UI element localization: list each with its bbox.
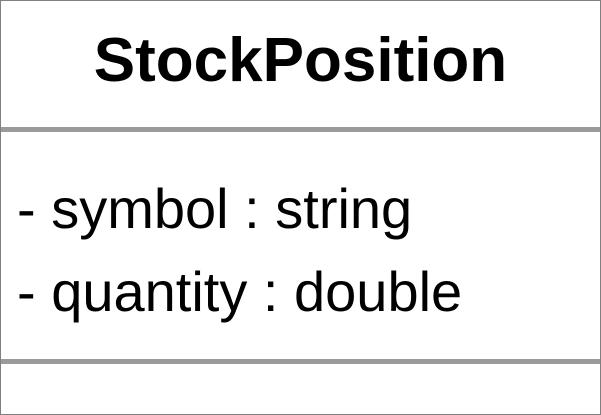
attribute-symbol: - symbol : string [17, 177, 413, 240]
class-name-compartment: StockPosition [1, 1, 600, 128]
compartment-divider-attributes-operations [1, 359, 600, 364]
attributes-compartment: - symbol : string - quantity : double [1, 132, 600, 359]
class-name: StockPosition [93, 26, 508, 95]
attribute-quantity: - quantity : double [17, 260, 463, 323]
operations-compartment [1, 364, 600, 414]
compartment-divider-name-attributes [1, 127, 600, 132]
